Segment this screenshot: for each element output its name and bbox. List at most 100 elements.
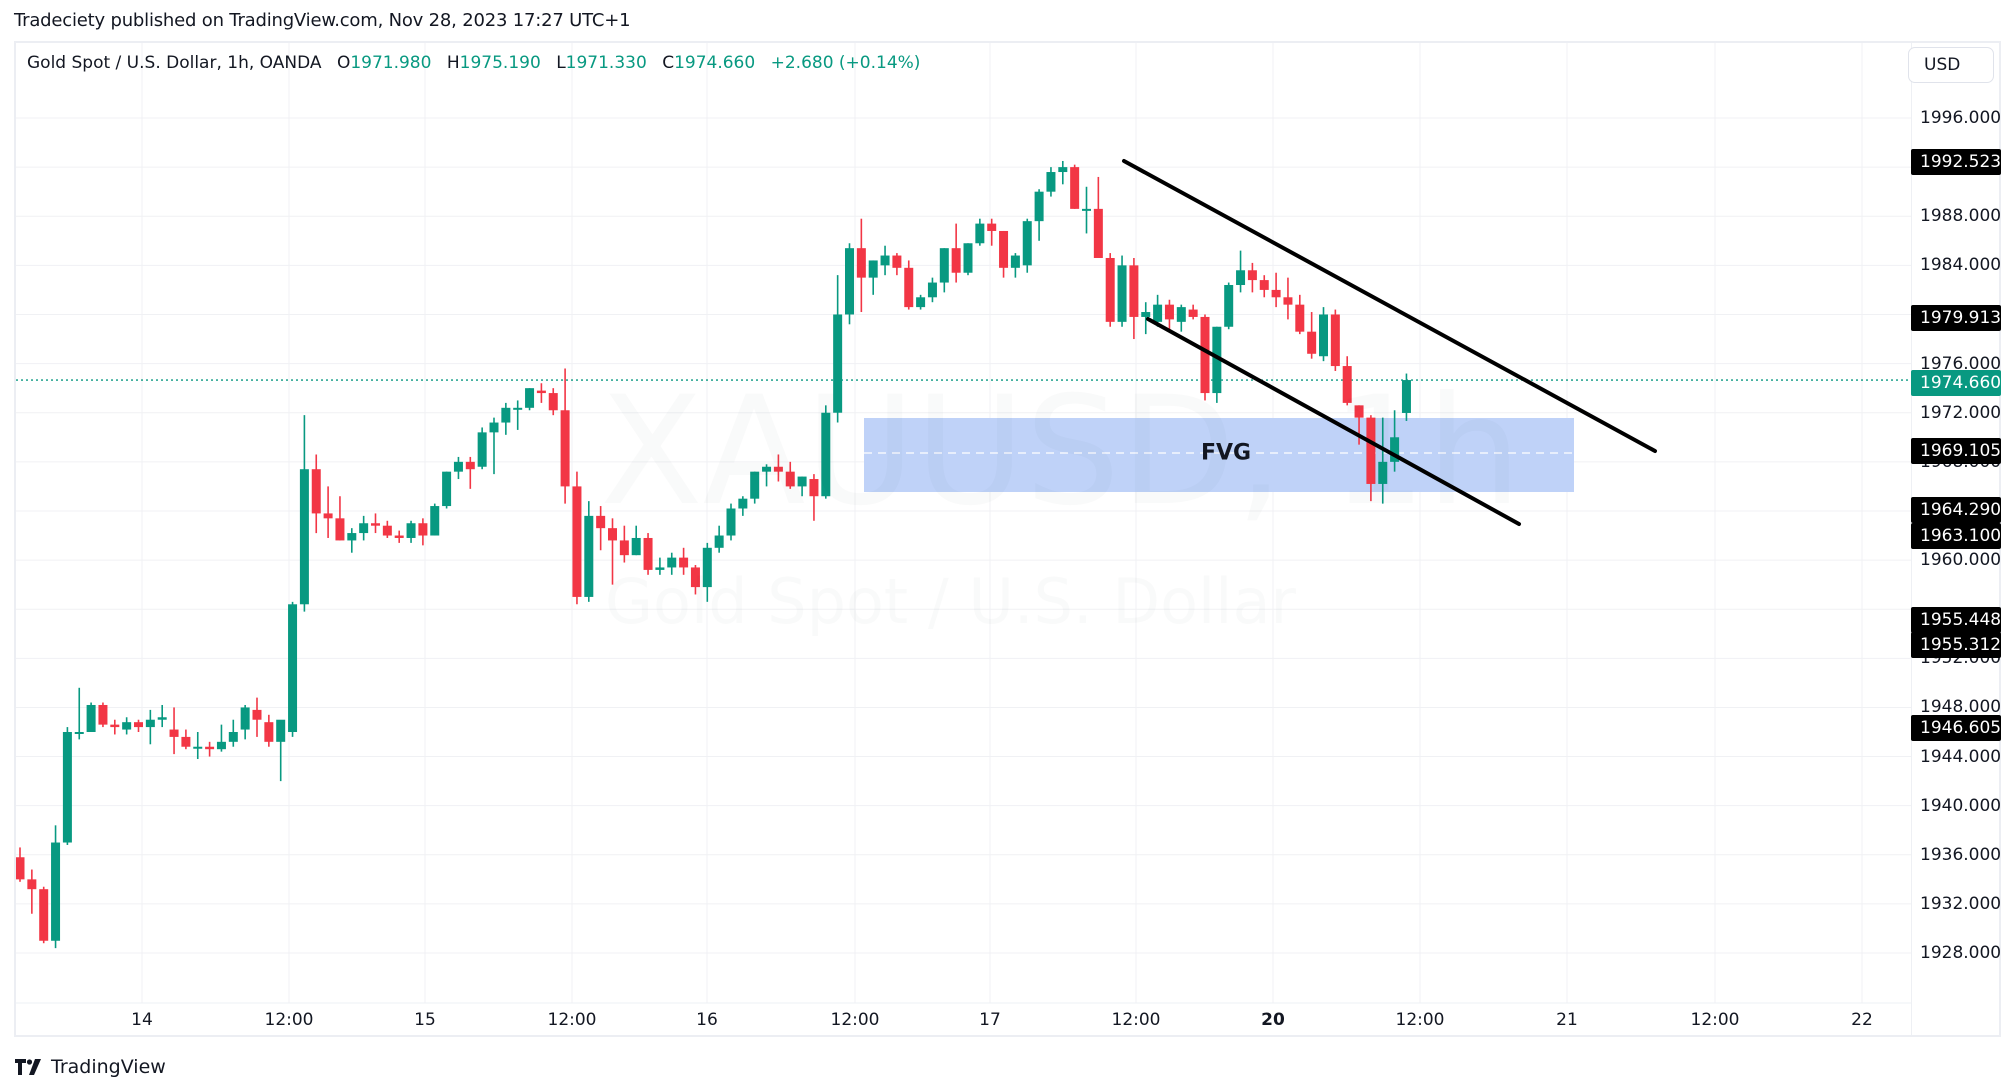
candle-bullish: [193, 746, 203, 749]
candle-bullish: [1401, 380, 1411, 413]
candle-bearish: [1330, 314, 1340, 367]
symbol-legend: Gold Spot / U.S. Dollar, 1h, OANDA O1971…: [27, 53, 920, 73]
time-axis-label: 16: [696, 1010, 718, 1030]
currency-button[interactable]: USD: [1908, 47, 1994, 83]
time-axis-label: 15: [414, 1010, 436, 1030]
candle-bearish: [311, 469, 321, 514]
high-key: H: [446, 53, 460, 73]
candle-bearish: [27, 879, 37, 890]
price-axis-label: 1928.000: [1920, 943, 2002, 964]
watermark-description: Gold Spot / U.S. Dollar: [605, 565, 1296, 638]
candle-bearish: [773, 466, 783, 472]
candle-bullish: [927, 282, 937, 298]
candle-bearish: [608, 528, 617, 541]
price-level-tag: 1979.913: [1911, 305, 2001, 331]
candle-bullish: [406, 523, 416, 538]
candle-bullish: [489, 422, 499, 433]
candle-bearish: [394, 535, 404, 538]
candle-bullish: [1176, 307, 1186, 322]
symbol-title[interactable]: Gold Spot / U.S. Dollar, 1h, OANDA: [27, 53, 322, 73]
candle-bearish: [110, 724, 120, 728]
candle-bearish: [572, 486, 582, 597]
candle-bearish: [98, 704, 108, 725]
open-value: 1971.980: [350, 53, 432, 73]
candle-bullish: [916, 297, 926, 308]
candle-bearish: [1271, 289, 1281, 298]
candle-bearish: [999, 230, 1009, 268]
candle-bearish: [1283, 297, 1293, 305]
candle-bearish: [169, 729, 179, 737]
candle-bullish: [1058, 167, 1068, 173]
price-level-tag: 1946.605: [1911, 715, 2001, 741]
candle-bullish: [501, 407, 511, 423]
candle-bearish: [536, 390, 546, 394]
price-level-tag: 1964.290: [1911, 497, 2001, 523]
price-level-tag: 1963.100: [1911, 523, 2001, 549]
candle-bearish: [951, 248, 961, 273]
candle-bullish: [738, 498, 748, 509]
candle-bearish: [264, 722, 274, 742]
current-price-tag: 1974.660: [1911, 370, 2001, 396]
candle-bearish: [39, 889, 49, 941]
candle-bullish: [1319, 314, 1328, 357]
candle-bearish: [643, 537, 653, 570]
candle-bearish: [1070, 167, 1080, 209]
candle-bullish: [750, 471, 760, 499]
price-axis-label: 1944.000: [1920, 746, 2002, 767]
channel-lower-trendline[interactable]: [1146, 317, 1521, 526]
candle-bullish: [62, 732, 72, 843]
candle-bullish: [157, 717, 167, 720]
candle-bullish: [240, 707, 250, 730]
candle-bullish: [797, 476, 807, 487]
candle-bullish: [1082, 208, 1091, 211]
price-axis-label: 1936.000: [1920, 844, 2002, 865]
candle-bullish: [655, 567, 665, 570]
price-axis-label: 1932.000: [1920, 893, 2002, 914]
candle-bullish: [667, 557, 677, 568]
candle-bearish: [1093, 208, 1103, 258]
price-axis-label: 1960.000: [1920, 550, 2002, 571]
candle-bearish: [1342, 366, 1352, 403]
time-axis-label: 17: [979, 1010, 1001, 1030]
time-axis-label: 12:00: [547, 1010, 597, 1030]
candle-bullish: [868, 260, 878, 278]
candle-bullish: [1010, 255, 1020, 268]
candle-bearish: [134, 722, 143, 728]
candle-bearish: [1295, 304, 1305, 332]
candle-bullish: [939, 248, 949, 283]
candle-bearish: [465, 461, 475, 470]
candle-bearish: [418, 523, 428, 536]
candle-bullish: [963, 243, 973, 273]
candle-bullish: [276, 719, 286, 742]
candle-bearish: [785, 471, 795, 487]
candle-bearish: [252, 709, 262, 720]
open-key: O: [336, 53, 351, 73]
candle-bearish: [181, 736, 191, 747]
candle-bearish: [1366, 417, 1376, 484]
candle-bearish: [856, 248, 866, 278]
price-axis-label: 1984.000: [1920, 255, 2002, 276]
candle-bullish: [216, 741, 226, 750]
price-level-tag: 1969.105: [1911, 438, 2001, 464]
candle-bullish: [1378, 461, 1388, 484]
candle-bullish: [86, 704, 96, 732]
fvg-label[interactable]: FVG: [1200, 440, 1252, 466]
candle-bullish: [525, 388, 535, 408]
channel-upper-trendline[interactable]: [1122, 159, 1657, 453]
time-axis-label: 12:00: [264, 1010, 314, 1030]
change-value: +2.680 (+0.14%): [770, 53, 921, 73]
time-axis-label: 14: [131, 1010, 153, 1030]
time-axis-label: 12:00: [1690, 1010, 1740, 1030]
candle-bullish: [145, 719, 155, 728]
candle-bullish: [762, 466, 772, 472]
candle-bullish: [1236, 270, 1246, 286]
time-axis-label: 12:00: [830, 1010, 880, 1030]
candle-bullish: [1224, 285, 1234, 327]
candle-bullish: [122, 722, 132, 730]
candle-bearish: [1259, 280, 1269, 290]
candle-bearish: [619, 540, 629, 556]
fvg-zone[interactable]: [864, 418, 1574, 492]
tradingview-logo[interactable]: TradingView: [15, 1055, 166, 1079]
close-value: 1974.660: [674, 53, 756, 73]
